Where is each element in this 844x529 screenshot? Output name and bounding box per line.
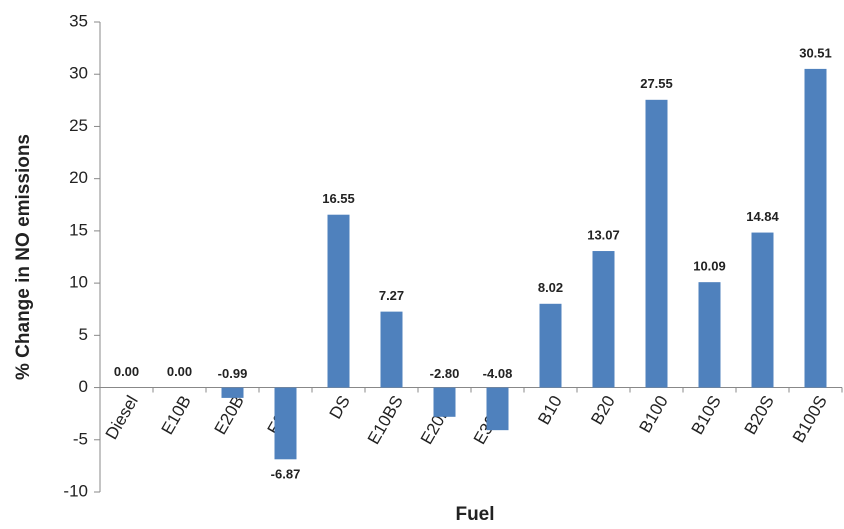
y-tick-label: -5 — [73, 429, 88, 448]
value-label: 7.27 — [379, 288, 404, 303]
bar — [592, 251, 615, 388]
x-tick-label: E10BS — [364, 392, 407, 447]
bar — [486, 387, 509, 431]
bar — [751, 232, 774, 388]
y-tick-label: 15 — [69, 220, 88, 239]
y-tick-label: 5 — [79, 325, 88, 344]
y-tick-label: 25 — [69, 116, 88, 135]
x-tick-label: B20 — [587, 392, 619, 428]
value-label: 0.00 — [114, 364, 139, 379]
value-label: 8.02 — [538, 280, 563, 295]
bar — [433, 387, 456, 417]
bar — [539, 303, 562, 388]
value-label: -4.08 — [483, 366, 513, 381]
value-label: -6.87 — [271, 467, 301, 482]
y-tick-label: 10 — [69, 273, 88, 292]
value-label: 27.55 — [640, 76, 673, 91]
x-tick-label: B10S — [688, 392, 725, 438]
x-axis-label: Fuel — [455, 504, 494, 525]
y-tick-label: 20 — [69, 168, 88, 187]
bar — [380, 311, 403, 388]
y-axis-label: % Change in NO emissions — [13, 134, 34, 380]
x-tick-label: E20B — [211, 392, 248, 438]
bar — [274, 387, 297, 460]
value-label: -0.99 — [218, 366, 248, 381]
y-tick-label: 35 — [69, 11, 88, 30]
x-tick-label: B10 — [534, 392, 566, 428]
y-tick-label: 30 — [69, 64, 88, 83]
bar — [327, 214, 350, 388]
bar — [698, 282, 721, 388]
value-label: 14.84 — [746, 209, 779, 224]
y-tick-label: 0 — [79, 377, 88, 396]
x-tick-label: B100 — [636, 392, 672, 436]
value-label: 0.00 — [167, 364, 192, 379]
x-tick-label: B100S — [789, 392, 831, 446]
x-tick-label: E10B — [158, 392, 195, 438]
bar — [645, 99, 668, 388]
x-tick-label: B20S — [741, 392, 778, 438]
value-label: -2.80 — [430, 366, 460, 381]
x-tick-label: Diesel — [102, 392, 142, 442]
x-tick-label: DS — [326, 392, 354, 422]
bar — [804, 68, 827, 388]
bar — [221, 387, 244, 398]
value-label: 13.07 — [587, 227, 620, 242]
y-tick-label: -10 — [63, 481, 88, 500]
value-label: 30.51 — [799, 45, 832, 60]
value-label: 16.55 — [322, 191, 355, 206]
value-label: 10.09 — [693, 259, 726, 274]
